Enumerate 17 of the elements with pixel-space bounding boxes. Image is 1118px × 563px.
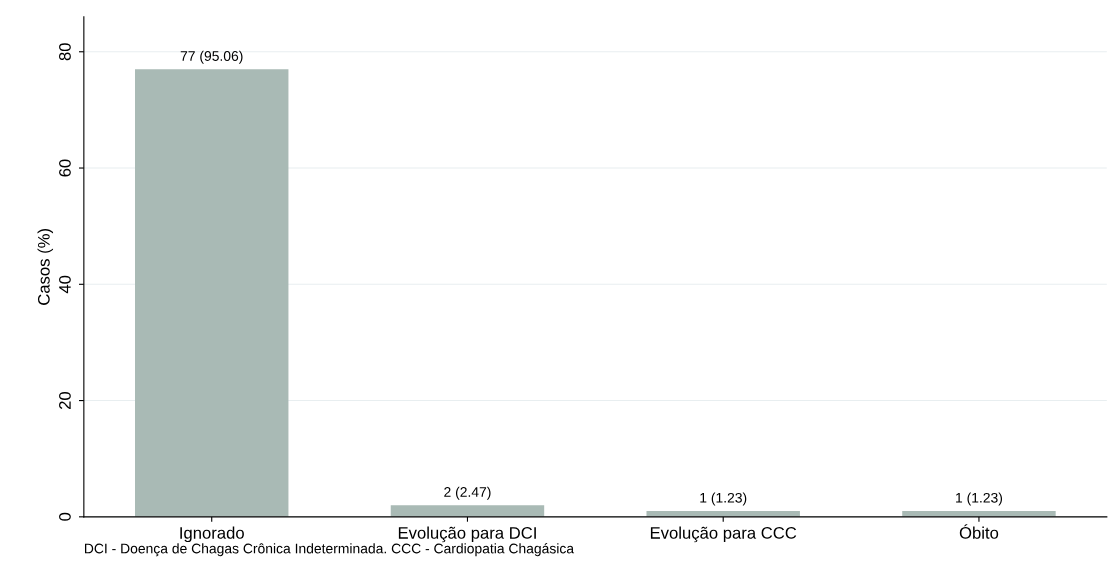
- x-tick-label: Evolução para CCC: [650, 526, 797, 543]
- data-label: 1 (1.23): [956, 492, 1003, 506]
- data-label: 2 (2.47): [444, 486, 491, 500]
- y-tick-label: 0: [59, 512, 71, 521]
- data-label: 1 (1.23): [700, 492, 747, 506]
- x-tick-label: Evolução para DCI: [398, 526, 536, 543]
- y-axis-title: Casos (%): [37, 229, 54, 305]
- bar: [390, 505, 545, 517]
- x-tick-label: Ignorado: [180, 526, 244, 543]
- y-tick-label: 20: [59, 391, 71, 409]
- data-label: 77 (95.06): [180, 50, 243, 64]
- text: DCI - Doença de Chagas Crônica Indeterminada. CCC - Cardiopatia Chagásica: [84, 543, 575, 557]
- bar: [135, 69, 289, 517]
- y-tick-label: 40: [59, 275, 71, 294]
- y-tick-label: 60: [59, 159, 71, 177]
- y-tick-label: 80: [59, 43, 71, 61]
- x-tick-label: Óbito: [959, 524, 999, 539]
